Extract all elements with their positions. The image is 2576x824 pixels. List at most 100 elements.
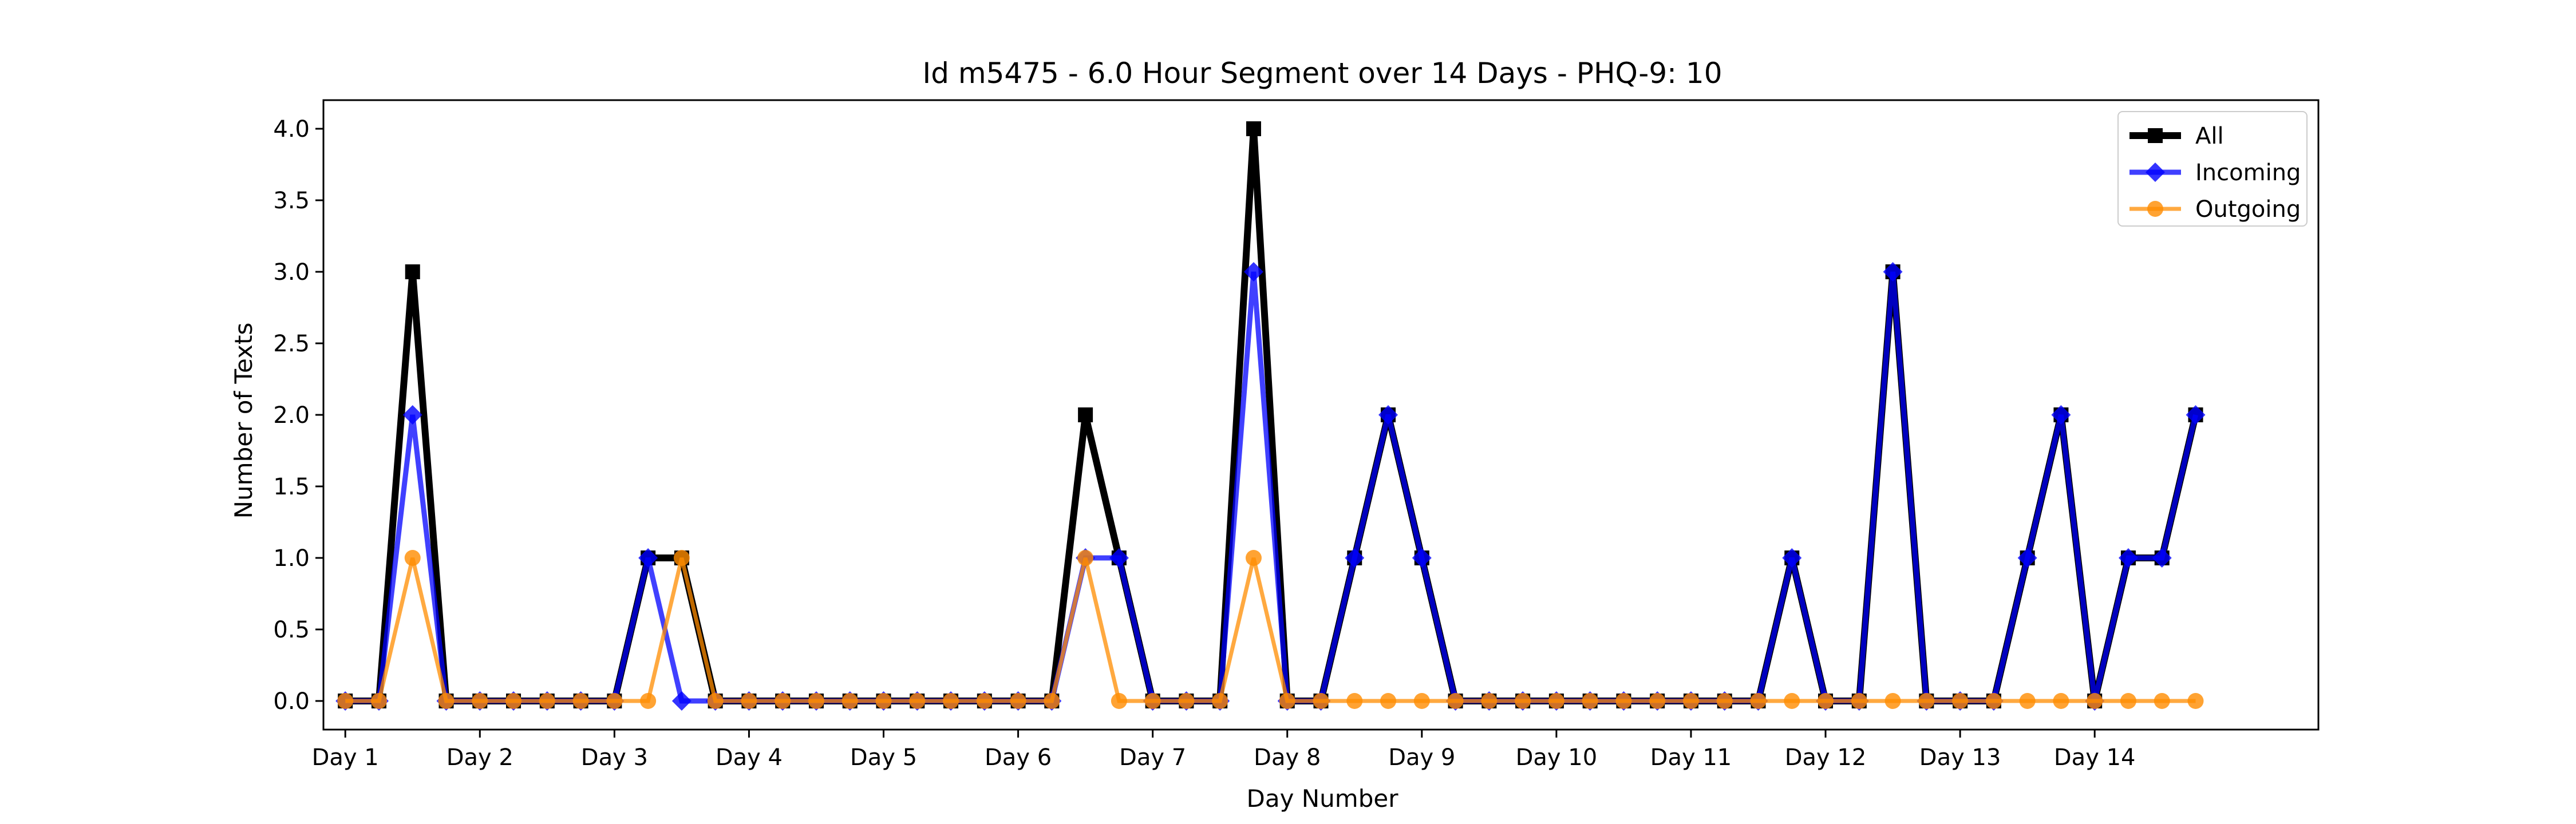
y-tick-label: 3.0	[273, 259, 310, 286]
data-point-incoming	[1412, 548, 1432, 568]
y-tick-label: 3.5	[273, 188, 310, 214]
y-tick-label: 4.0	[273, 116, 310, 142]
data-point-outgoing	[438, 693, 455, 709]
data-point-incoming	[638, 548, 658, 568]
data-point-outgoing	[505, 693, 522, 709]
x-tick-label: Day 4	[716, 744, 783, 771]
data-point-outgoing	[2154, 693, 2170, 709]
data-point-outgoing	[1682, 693, 1699, 709]
data-point-outgoing	[370, 693, 387, 709]
data-point-outgoing	[2019, 693, 2036, 709]
data-point-outgoing	[808, 693, 824, 709]
data-point-incoming	[1345, 548, 1365, 568]
y-tick-label: 1.0	[273, 545, 310, 572]
data-point-outgoing	[1985, 693, 2002, 709]
legend-marker-outgoing	[2147, 201, 2163, 217]
x-tick-label: Day 10	[1516, 744, 1598, 771]
data-point-outgoing	[1615, 693, 1632, 709]
data-point-outgoing	[1716, 693, 1733, 709]
data-point-outgoing	[1044, 693, 1060, 709]
series-outgoing	[337, 550, 2204, 709]
data-point-outgoing	[1818, 693, 1834, 709]
data-point-outgoing	[2120, 693, 2136, 709]
data-point-outgoing	[1413, 693, 1430, 709]
data-point-outgoing	[1313, 693, 1329, 709]
x-tick-label: Day 1	[312, 744, 379, 771]
series-line-incoming	[345, 271, 2198, 704]
data-point-outgoing	[976, 693, 993, 709]
data-point-outgoing	[539, 693, 555, 709]
data-point-outgoing	[1750, 693, 1767, 709]
x-tick-label: Day 2	[447, 744, 513, 771]
data-point-outgoing	[1548, 693, 1564, 709]
y-axis-label: Number of Texts	[230, 323, 258, 519]
y-tick-label: 0.0	[273, 688, 310, 715]
data-point-incoming	[1883, 262, 1903, 282]
data-point-outgoing	[943, 693, 959, 709]
x-axis-label: Day Number	[1246, 785, 1398, 813]
data-point-outgoing	[1884, 693, 1901, 709]
data-point-all	[1246, 121, 1261, 136]
x-tick-label: Day 8	[1254, 744, 1321, 771]
data-point-incoming	[2152, 548, 2172, 568]
data-point-outgoing	[1178, 693, 1195, 709]
data-point-outgoing	[2187, 693, 2204, 709]
data-point-incoming	[671, 691, 692, 711]
data-point-outgoing	[775, 693, 791, 709]
data-point-incoming	[2118, 548, 2138, 568]
data-point-incoming	[1782, 548, 1802, 568]
data-point-outgoing	[404, 550, 421, 566]
data-point-incoming	[1109, 548, 1129, 568]
x-tick-label: Day 11	[1650, 744, 1732, 771]
data-point-all	[1078, 407, 1093, 422]
data-point-incoming	[402, 405, 422, 425]
data-point-outgoing	[1649, 693, 1666, 709]
y-tick-label: 2.5	[273, 331, 310, 357]
data-point-incoming	[2051, 405, 2071, 425]
data-point-outgoing	[841, 693, 858, 709]
legend-label-all: All	[2195, 123, 2224, 149]
data-point-outgoing	[1144, 693, 1161, 709]
data-point-outgoing	[707, 693, 724, 709]
data-point-outgoing	[875, 693, 892, 709]
data-point-outgoing	[1346, 693, 1363, 709]
data-point-outgoing	[640, 693, 657, 709]
x-tick-label: Day 9	[1388, 744, 1455, 771]
x-tick-label: Day 14	[2054, 744, 2136, 771]
legend-marker-all	[2148, 128, 2163, 143]
y-tick-label: 2.0	[273, 402, 310, 429]
data-point-outgoing	[1952, 693, 1969, 709]
data-point-outgoing	[673, 550, 690, 566]
data-point-outgoing	[1918, 693, 1935, 709]
data-point-outgoing	[909, 693, 926, 709]
data-point-outgoing	[1582, 693, 1598, 709]
data-point-incoming	[1378, 405, 1398, 425]
y-tick-label: 1.5	[273, 474, 310, 500]
legend-marker-incoming	[2146, 163, 2165, 182]
x-tick-label: Day 3	[581, 744, 648, 771]
legend-box	[2117, 111, 2308, 227]
data-point-all	[405, 264, 420, 279]
data-point-outgoing	[1279, 693, 1295, 709]
data-point-outgoing	[1515, 693, 1531, 709]
data-point-outgoing	[1245, 550, 1262, 566]
data-point-incoming	[2017, 548, 2037, 568]
x-tick-label: Day 12	[1785, 744, 1867, 771]
data-point-outgoing	[1447, 693, 1464, 709]
data-point-incoming	[2186, 405, 2206, 425]
legend: All Incoming Outgoing	[2117, 111, 2308, 227]
legend-label-incoming: Incoming	[2195, 160, 2301, 186]
data-point-outgoing	[472, 693, 488, 709]
x-tick-label: Day 13	[1919, 744, 2001, 771]
data-point-outgoing	[337, 693, 354, 709]
data-point-outgoing	[1481, 693, 1498, 709]
data-point-outgoing	[1784, 693, 1800, 709]
data-point-outgoing	[741, 693, 757, 709]
legend-label-outgoing: Outgoing	[2195, 196, 2301, 223]
data-point-outgoing	[2087, 693, 2103, 709]
data-point-outgoing	[1077, 550, 1094, 566]
data-point-outgoing	[1380, 693, 1397, 709]
data-point-incoming	[1243, 262, 1263, 282]
